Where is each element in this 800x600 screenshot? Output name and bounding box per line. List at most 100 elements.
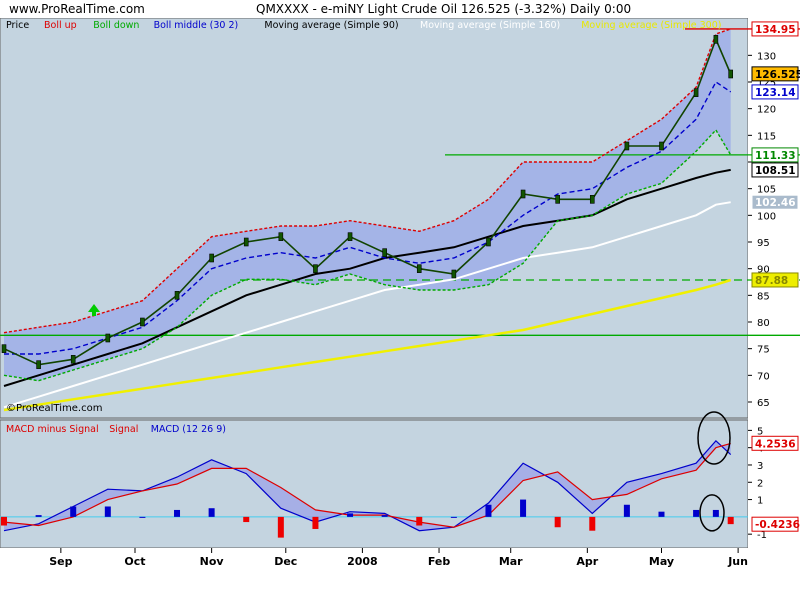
- price-point: [174, 291, 180, 300]
- price-legend-item: Boll middle (30 2): [154, 20, 239, 31]
- price-point: [451, 269, 457, 279]
- price-legend-item: Boll down: [93, 20, 139, 31]
- macd-histogram-bar: [70, 506, 77, 517]
- price-y-tick-label: 85: [757, 291, 770, 302]
- macd-histogram-bar: [35, 515, 42, 517]
- x-axis-label: Oct: [124, 555, 145, 568]
- price-point: [36, 360, 41, 369]
- series-line-boll-middle-30-2-: [4, 80, 732, 355]
- macd-legend-item: MACD (12 26 9): [151, 424, 226, 435]
- price-value-tag: [751, 147, 799, 163]
- price-y-tick-label: 120: [757, 105, 776, 116]
- price-value-tag: [751, 84, 799, 100]
- macd-histogram-bar: [485, 504, 492, 517]
- price-point: [693, 88, 699, 97]
- price-point: [1, 344, 7, 353]
- x-axis-background: [0, 548, 800, 600]
- x-axis-label: Apr: [576, 555, 598, 568]
- price-value-tag-label: 123.14: [755, 87, 796, 99]
- macd-y-tick-label: 5: [757, 426, 763, 437]
- price-y-tick-label: 125: [757, 78, 776, 89]
- price-y-tick-label: 115: [757, 131, 776, 142]
- macd-y-tick-label: 2: [757, 478, 763, 489]
- price-point: [555, 195, 560, 204]
- macd-histogram-bar: [712, 509, 719, 517]
- price-point: [243, 237, 249, 247]
- x-axis-label: Dec: [274, 555, 297, 568]
- x-axis-label: 2008: [347, 555, 378, 568]
- price-y-tick-label: 95: [757, 238, 770, 249]
- price-point: [520, 189, 526, 199]
- macd-value-tag: [751, 516, 799, 532]
- macd-histogram-bar: [623, 504, 630, 517]
- price-legend-item: Moving average (Simple 160): [420, 20, 560, 31]
- price-value-tag: [751, 21, 799, 37]
- price-y-tick-label: 105: [757, 185, 776, 196]
- macd-value-tag-label: 4.2536: [755, 438, 796, 450]
- macd-histogram-bar: [312, 516, 319, 529]
- chart-title: QMXXXX - e-miNY Light Crude Oil 126.525 …: [256, 2, 632, 16]
- price-value-tag: [751, 194, 799, 210]
- price-y-tick-label: 75: [757, 345, 770, 356]
- price-point: [105, 333, 111, 343]
- price-point: [728, 69, 733, 79]
- price-point: [416, 264, 422, 273]
- price-value-tag-label: 111.33: [755, 150, 796, 162]
- macd-histogram-bar: [139, 516, 146, 518]
- price-value-tag-label: 87.88: [755, 275, 788, 287]
- price-point: [624, 141, 630, 151]
- price-point: [347, 232, 353, 241]
- price-value-tag-label: 126.525: [755, 69, 800, 81]
- price-value-tag-label: 108.51: [755, 165, 796, 177]
- price-value-tag: [751, 272, 799, 288]
- price-value-tag-label: 102.46: [755, 197, 796, 209]
- macd-y-tick-label: 3: [757, 461, 763, 472]
- macd-line: [3, 439, 732, 532]
- macd-histogram-bar: [727, 516, 734, 525]
- x-axis-label: May: [649, 555, 674, 568]
- up-arrow-icon: [88, 304, 100, 316]
- macd-legend-item: Signal: [109, 424, 138, 435]
- price-y-tick-label: 100: [757, 211, 776, 222]
- x-axis-label: Sep: [49, 555, 72, 568]
- macd-histogram-bar: [347, 513, 354, 517]
- price-y-tick-label: 65: [757, 398, 770, 409]
- macd-histogram-bar: [589, 516, 596, 531]
- price-point: [313, 264, 318, 273]
- x-axis-label: Mar: [499, 555, 523, 568]
- price-y-tick-label: 80: [757, 318, 770, 329]
- macd-histogram-bar: [208, 508, 215, 517]
- x-axis-label: Feb: [428, 555, 451, 568]
- macd-histogram-bar: [243, 516, 250, 523]
- price-point: [70, 355, 76, 364]
- macd-histogram-bar: [1, 516, 7, 526]
- x-axis-label: Jun: [727, 555, 748, 568]
- watermark: ©ProRealTime.com: [6, 403, 102, 414]
- price-y-tick-label: 90: [757, 265, 770, 276]
- price-y-tick-label: 70: [757, 371, 770, 382]
- macd-histogram-bar: [520, 499, 527, 517]
- price-legend-item: Boll up: [44, 20, 77, 31]
- series-line-moving-average-simple-160-: [3, 201, 731, 409]
- price-point: [140, 317, 145, 327]
- bollinger-band-fill: [4, 28, 731, 381]
- price-value-tag: [751, 66, 799, 82]
- annotation-circle: [697, 411, 731, 465]
- macd-y-tick-label: -1: [757, 530, 767, 541]
- price-point: [209, 253, 214, 263]
- macd-histogram-bar: [554, 516, 561, 528]
- macd-histogram-bar: [450, 516, 457, 518]
- chart-canvas: 65707580859095100105110115120125130134.9…: [0, 18, 800, 600]
- price-point: [278, 232, 284, 241]
- chart-header: www.ProRealTime.com QMXXXX - e-miNY Ligh…: [0, 0, 800, 19]
- price-point: [659, 141, 664, 151]
- macd-y-tick-label: 1: [757, 496, 763, 507]
- series-line-moving-average-simple-300-: [3, 278, 732, 412]
- macd-histogram-bar: [174, 509, 181, 517]
- macd-value-tag: [751, 435, 799, 451]
- macd-legend-item: MACD minus Signal: [6, 424, 99, 435]
- price-point: [382, 248, 387, 257]
- price-legend-item: Moving average (Simple 300): [581, 20, 721, 31]
- signal-line: [3, 442, 731, 528]
- series-line-boll-down: [3, 128, 732, 382]
